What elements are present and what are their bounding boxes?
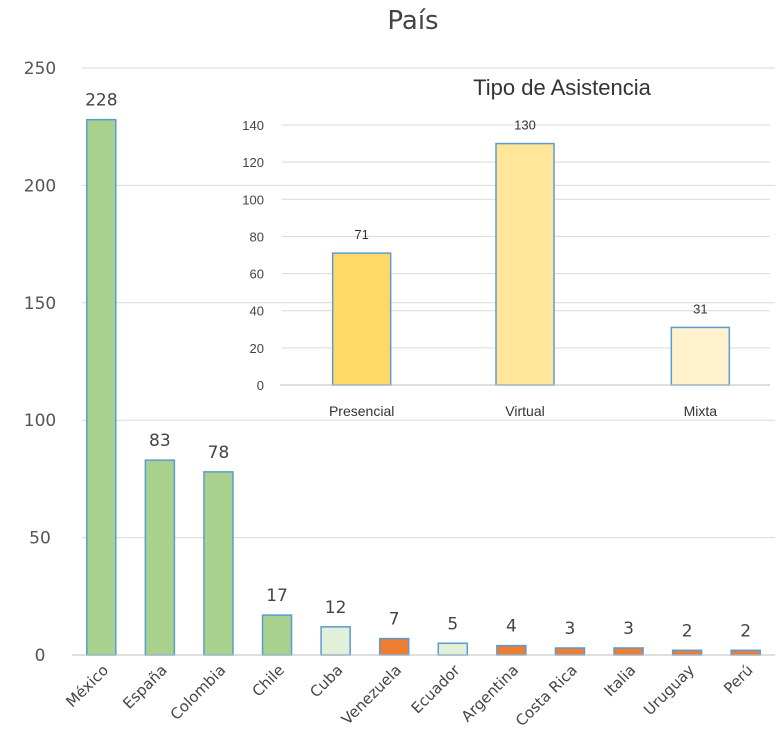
main-y-tick-label: 100 <box>24 411 56 431</box>
inset-category-label: Presencial <box>329 403 394 419</box>
main-category-label: Colombia <box>167 661 230 724</box>
main-chart-title: País <box>387 6 438 36</box>
main-bar <box>144 459 176 656</box>
inset-category-label: Mixta <box>684 403 718 419</box>
main-data-label: 83 <box>149 431 171 451</box>
inset-y-tick-label: 140 <box>242 118 264 133</box>
inset-bar <box>670 326 731 386</box>
main-bars <box>86 118 761 656</box>
main-data-label: 4 <box>506 617 517 637</box>
inset-data-label: 130 <box>514 118 536 133</box>
main-category-label: Ecuador <box>408 661 465 718</box>
main-y-ticks: 0 50 100 150 200 250 <box>24 59 56 666</box>
inset-data-labels: 71 130 31 <box>354 118 707 317</box>
main-y-tick-label: 150 <box>24 294 56 314</box>
inset-y-tick-label: 40 <box>250 304 264 319</box>
inset-y-tick-label: 120 <box>242 155 264 170</box>
inset-y-tick-label: 60 <box>250 267 264 282</box>
inset-category-label: Virtual <box>505 403 544 419</box>
main-category-label: Costa Rica <box>512 661 581 730</box>
inset-bar <box>495 142 555 386</box>
inset-y-tick-label: 20 <box>250 341 264 356</box>
main-bar <box>437 642 469 656</box>
main-category-label: Chile <box>249 661 288 700</box>
inset-category-labels: Presencial Virtual Mixta <box>329 403 717 419</box>
main-data-label: 5 <box>447 614 458 634</box>
main-bar <box>378 637 410 656</box>
inset-chart-title: Tipo de Asistencia <box>473 75 651 100</box>
inset-data-label: 71 <box>354 227 368 242</box>
main-data-label: 12 <box>325 598 347 618</box>
inset-y-tick-label: 0 <box>257 378 264 393</box>
inset-y-tick-label: 100 <box>242 192 264 207</box>
inset-bar <box>331 252 392 386</box>
inset-bars <box>331 142 731 386</box>
main-category-label: Cuba <box>306 661 346 701</box>
main-data-label: 3 <box>623 619 634 639</box>
main-bar <box>730 649 761 656</box>
inset-y-ticks: 0 20 40 60 80 100 120 140 <box>242 118 264 393</box>
main-category-label: España <box>119 661 170 712</box>
main-data-label: 17 <box>266 586 288 606</box>
main-data-label: 3 <box>565 619 576 639</box>
main-y-tick-label: 200 <box>24 176 56 196</box>
main-bar <box>261 614 293 656</box>
main-y-tick-label: 50 <box>29 529 51 549</box>
main-category-label: Italia <box>600 661 639 700</box>
main-bar <box>496 644 527 656</box>
main-bar <box>86 118 117 656</box>
main-data-label: 228 <box>85 91 117 111</box>
main-bar <box>554 647 586 656</box>
main-gridlines <box>82 67 775 539</box>
main-category-label: Perú <box>720 661 756 697</box>
main-data-label: 7 <box>389 610 400 630</box>
main-category-label: Venezuela <box>338 661 405 728</box>
main-bar <box>613 647 644 656</box>
main-category-label: Uruguay <box>640 661 698 719</box>
main-y-tick-label: 250 <box>24 59 56 79</box>
main-y-tick-label: 0 <box>35 646 46 666</box>
main-bar <box>671 649 703 656</box>
main-data-label: 2 <box>682 621 693 641</box>
main-category-label: México <box>62 661 112 711</box>
inset-y-tick-label: 80 <box>250 229 264 244</box>
main-bar <box>203 471 234 656</box>
inset-data-label: 31 <box>693 301 707 316</box>
main-data-label: 2 <box>740 621 751 641</box>
main-bar <box>320 626 351 656</box>
main-data-label: 78 <box>208 443 230 463</box>
main-data-labels: 228 83 78 17 12 7 5 4 3 3 2 2 <box>85 91 751 642</box>
